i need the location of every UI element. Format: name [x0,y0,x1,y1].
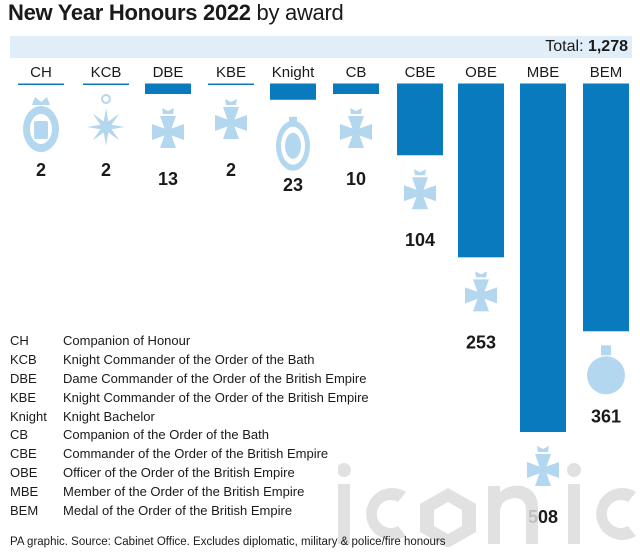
category-label: CB [346,64,367,81]
cbe-cross-icon [404,169,436,210]
category-label: MBE [527,64,560,81]
bar-group-dbe: DBE 13 [145,64,191,189]
bar [520,84,566,432]
bar-group-cbe: CBE 104 [397,64,443,250]
legend-abbr: CBE [10,446,37,462]
value-label: 2 [101,160,111,180]
bar-group-knight: Knight 23 [270,64,316,195]
kcb-star-icon [87,94,125,146]
legend-item: MBE Member of the Order of the British Em… [10,483,369,502]
legend-abbr: MBE [10,484,39,500]
baseline-tick [208,83,254,85]
legend-item: OBE Officer of the Order of the British E… [10,464,369,483]
mbe-cross-icon [527,446,559,486]
bar-group-cb: CB 10 [333,64,379,189]
category-label: DBE [153,64,184,81]
category-label: CBE [405,64,436,81]
bar-group-kcb: KCB 2 [83,64,129,180]
chart-title: New Year Honours 2022 by award [8,0,344,26]
legend-name: Companion of Honour [63,333,191,348]
baseline-tick [18,83,64,85]
value-label: 23 [283,175,303,195]
legend-name: Knight Bachelor [63,408,155,424]
bar [458,84,504,258]
legend-item: DBE Dame Commander of the Order of the Br… [10,370,369,389]
legend-item: CBE Commander of the Order of the British… [10,445,369,464]
value-label: 2 [36,160,46,180]
iconic-watermark-logo [338,463,636,547]
legend-item: Knight Knight Bachelor [10,408,369,427]
bar [270,84,316,100]
legend-abbr: DBE [10,370,37,386]
legend-name: Knight Commander of the Order of the Bat… [63,351,315,367]
legend-abbr: CH [10,333,29,348]
kbe-cross-icon [215,99,247,139]
title-bold: New Year Honours 2022 [8,0,251,25]
source-note: PA graphic. Source: Cabinet Office. Excl… [10,536,446,548]
title-rest: by award [250,0,344,25]
category-label: KBE [216,64,246,81]
category-label: OBE [465,64,497,81]
total-text: Total: [545,38,588,55]
value-label: 10 [346,169,366,189]
category-label: KCB [91,64,122,81]
legend-abbr: Knight [10,408,47,424]
bar-group-obe: OBE 253 [458,64,504,352]
legend-name: Member of the Order of the British Empir… [63,484,305,500]
bem-medal-icon [587,345,625,395]
bar [333,84,379,94]
category-label: CH [30,64,52,81]
bar-group-ch: CH 2 [18,64,64,180]
legend-name: Dame Commander of the Order of the Briti… [63,370,367,386]
knight-bachelor-badge-icon [276,116,310,171]
category-label: BEM [590,64,623,81]
legend-item: KBE Knight Commander of the Order of the … [10,389,369,408]
value-label: 2 [226,160,236,180]
baseline-tick [83,83,129,85]
bar [583,84,629,332]
companion-of-honour-badge-icon [23,97,59,152]
legend-name: Companion of the Order of the Bath [63,427,269,443]
legend-name: Officer of the Order of the British Empi… [63,465,295,481]
legend-name: Medal of the Order of the British Empire [63,503,293,519]
legend-abbr: BEM [10,503,39,519]
bar-group-kbe: KBE 2 [208,64,254,180]
legend-item: CB Companion of the Order of the Bath [10,426,369,445]
legend-item: CH Companion of Honour [10,332,369,351]
total-label: Total: 1,278 [545,38,628,56]
legend-item: KCB Knight Commander of the Order of the … [10,351,369,370]
abbreviation-legend: CH Companion of Honour KCB Knight Commande… [10,332,369,521]
dbe-cross-icon [152,108,184,148]
bar-group-bem: BEM 361 [583,64,629,426]
category-label: Knight [272,64,315,81]
bar [145,84,191,94]
total-band [10,36,632,58]
value-label: 104 [405,230,435,250]
legend-abbr: KBE [10,389,37,405]
bar [397,84,443,156]
value-label: 361 [591,406,621,426]
legend-name: Knight Commander of the Order of the Bri… [63,389,369,405]
value-label: 13 [158,169,178,189]
value-label: 253 [466,332,496,352]
legend-item: BEM Medal of the Order of the British Emp… [10,502,369,521]
legend-abbr: OBE [10,465,38,481]
legend-abbr: KCB [10,351,37,367]
legend-abbr: CB [10,427,29,443]
cb-cross-icon [340,108,372,148]
obe-cross-icon [465,271,497,312]
total-value: 1,278 [587,38,628,55]
legend-name: Commander of the Order of the British Em… [63,446,329,462]
